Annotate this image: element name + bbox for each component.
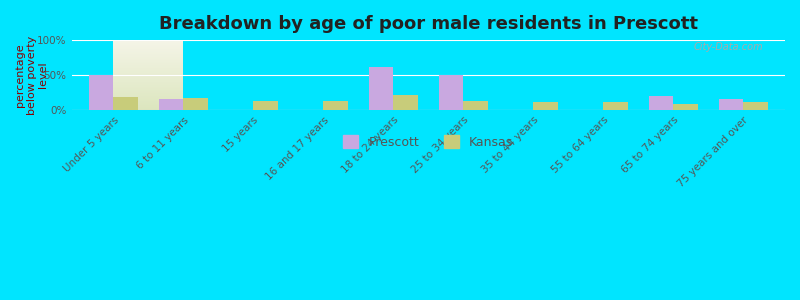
- Text: City-Data.com: City-Data.com: [694, 42, 763, 52]
- Bar: [183, 98, 208, 110]
- Bar: [533, 102, 558, 110]
- Y-axis label: percentage
below poverty
level: percentage below poverty level: [15, 35, 48, 115]
- Bar: [673, 103, 698, 110]
- Bar: [323, 101, 348, 110]
- Title: Breakdown by age of poor male residents in Prescott: Breakdown by age of poor male residents …: [158, 15, 698, 33]
- Bar: [438, 75, 463, 110]
- Bar: [114, 98, 138, 110]
- Bar: [743, 102, 767, 110]
- Bar: [603, 102, 628, 110]
- Bar: [649, 96, 673, 110]
- Bar: [89, 75, 114, 110]
- Bar: [718, 100, 743, 110]
- Bar: [463, 101, 488, 110]
- Bar: [394, 94, 418, 110]
- Bar: [159, 99, 183, 110]
- Legend: Prescott, Kansas: Prescott, Kansas: [338, 130, 518, 154]
- Bar: [369, 67, 394, 110]
- Bar: [254, 101, 278, 110]
